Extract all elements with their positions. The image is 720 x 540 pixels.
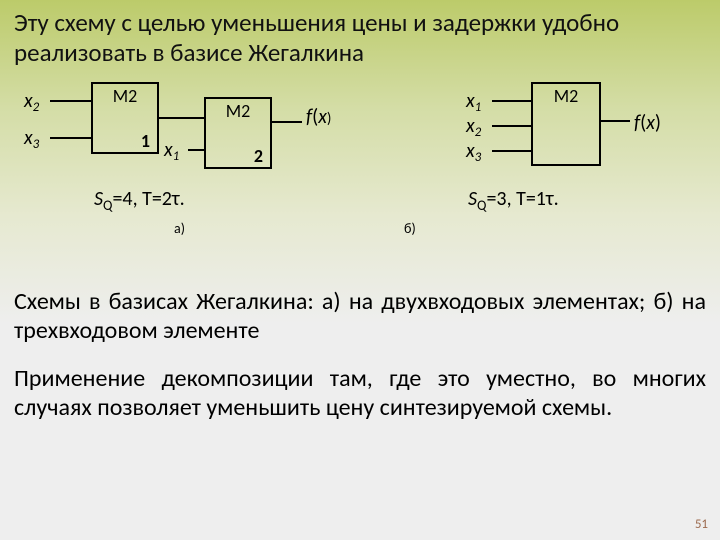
svg-text:б): б): [404, 220, 416, 237]
body-paragraph: Применение декомпозиции там, где это уме…: [14, 364, 706, 423]
svg-text:SQ=3, T=1τ.: SQ=3, T=1τ.: [468, 187, 559, 214]
svg-text:SQ=4, T=2τ.: SQ=4, T=2τ.: [94, 187, 185, 214]
circuit-svg: М21x2x3М22x1f(x)SQ=4, T=2τ.а)М2x1x2x3f(x…: [14, 77, 706, 287]
svg-text:М2: М2: [554, 85, 579, 107]
svg-text:1: 1: [141, 130, 150, 152]
svg-text:x3: x3: [465, 139, 482, 165]
svg-text:а): а): [174, 220, 185, 237]
circuit-diagram: М21x2x3М22x1f(x)SQ=4, T=2τ.а)М2x1x2x3f(x…: [14, 77, 706, 287]
svg-text:М2: М2: [113, 85, 138, 107]
svg-text:x3: x3: [23, 126, 40, 152]
svg-text:x2: x2: [23, 89, 40, 115]
diagram-caption: Схемы в базисах Жегалкина: а) на двухвхо…: [14, 287, 706, 346]
svg-text:x1: x1: [163, 138, 179, 164]
svg-text:x2: x2: [465, 114, 482, 140]
svg-text:f(x): f(x): [634, 111, 661, 135]
svg-text:2: 2: [254, 145, 263, 167]
svg-text:f(x): f(x): [306, 105, 331, 129]
page-number: 51: [695, 517, 708, 532]
page-title: Эту схему с целью уменьшения цены и заде…: [0, 0, 720, 71]
svg-text:М2: М2: [226, 100, 251, 122]
svg-text:x1: x1: [465, 89, 481, 115]
